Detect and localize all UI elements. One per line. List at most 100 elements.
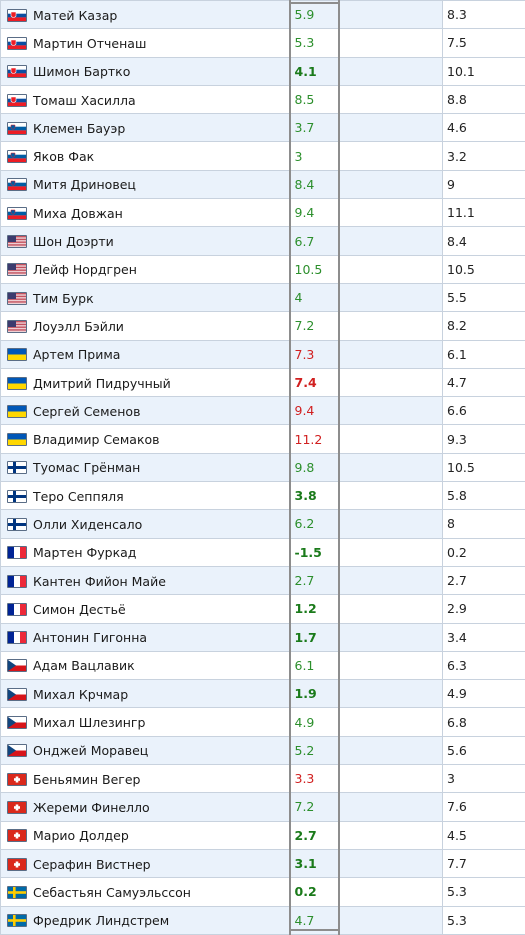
value-text: 7.5 xyxy=(447,35,467,50)
empty-cell xyxy=(339,510,443,538)
table-row: Миха Довжан 9.4 11.1 xyxy=(1,199,525,227)
athlete-name: Антонин Гигонна xyxy=(33,630,147,645)
highlight-value-cell: 7.2 xyxy=(290,312,339,340)
value-cell: 4.9 xyxy=(443,680,525,708)
france-flag-icon xyxy=(7,546,27,559)
sweden-flag-icon xyxy=(7,886,27,899)
athlete-name: Клемен Бауэр xyxy=(33,121,125,136)
table-row: Беньямин Вегер 3.3 3 xyxy=(1,765,525,793)
empty-cell xyxy=(339,765,443,793)
athlete-cell: Адам Вацлавик xyxy=(1,651,290,679)
highlight-value: 8.4 xyxy=(295,177,315,192)
athlete-cell: Антонин Гигонна xyxy=(1,623,290,651)
athlete-name: Мартин Отченаш xyxy=(33,36,146,51)
value-text: 4.9 xyxy=(447,686,467,701)
empty-cell xyxy=(339,623,443,651)
athlete-name: Миха Довжан xyxy=(33,206,123,221)
highlight-value: 3 xyxy=(295,149,303,164)
empty-cell xyxy=(339,906,443,934)
empty-cell xyxy=(339,170,443,198)
athlete-cell: Миха Довжан xyxy=(1,199,290,227)
value-cell: 10.5 xyxy=(443,453,525,481)
athlete-name: Туомас Грёнман xyxy=(33,460,140,475)
empty-cell xyxy=(339,142,443,170)
highlight-value: 7.2 xyxy=(295,318,315,333)
value-text: 4.7 xyxy=(447,375,467,390)
empty-cell xyxy=(339,538,443,566)
highlight-value: 9.8 xyxy=(295,460,315,475)
sweden-flag-icon xyxy=(7,914,27,927)
highlight-value: 10.5 xyxy=(295,262,323,277)
athlete-name: Тим Бурк xyxy=(33,291,94,306)
athlete-name: Беньямин Вегер xyxy=(33,772,140,787)
highlight-value: 7.4 xyxy=(295,375,317,390)
athlete-name: Лоуэлл Бэйли xyxy=(33,319,124,334)
highlight-value-cell: 7.3 xyxy=(290,340,339,368)
value-text: 4.6 xyxy=(447,120,467,135)
athlete-name: Владимир Семаков xyxy=(33,432,160,447)
ukraine-flag-icon xyxy=(7,377,27,390)
highlight-value: 7.2 xyxy=(295,799,315,814)
value-cell: 8.2 xyxy=(443,312,525,340)
highlight-value-cell: 6.2 xyxy=(290,510,339,538)
empty-cell xyxy=(339,595,443,623)
highlight-value-cell: 5.2 xyxy=(290,736,339,764)
slovenia-flag-icon xyxy=(7,207,27,220)
highlight-value-cell: 5.9 xyxy=(290,1,339,29)
athlete-cell: Шимон Бартко xyxy=(1,57,290,85)
athlete-name: Кантен Фийон Майе xyxy=(33,574,166,589)
empty-cell xyxy=(339,680,443,708)
athlete-name: Симон Дестьё xyxy=(33,602,126,617)
highlight-value: 2.7 xyxy=(295,573,315,588)
switzerland-flag-icon xyxy=(7,829,27,842)
value-text: 5.6 xyxy=(447,743,467,758)
value-cell: 8.3 xyxy=(443,1,525,29)
value-text: 3.2 xyxy=(447,149,467,164)
athlete-cell: Томаш Хасилла xyxy=(1,85,290,113)
value-text: 6.1 xyxy=(447,347,467,362)
athlete-cell: Клемен Бауэр xyxy=(1,114,290,142)
highlight-value-cell: 3 xyxy=(290,142,339,170)
value-text: 6.6 xyxy=(447,403,467,418)
finland-flag-icon xyxy=(7,490,27,503)
usa-flag-icon xyxy=(7,292,27,305)
highlight-value: 7.3 xyxy=(295,347,315,362)
highlight-value-cell: 3.3 xyxy=(290,765,339,793)
value-cell: 6.3 xyxy=(443,651,525,679)
highlight-value: 6.7 xyxy=(295,234,315,249)
value-cell: 11.1 xyxy=(443,199,525,227)
athlete-name: Артем Прима xyxy=(33,347,120,362)
highlight-value-cell: 9.4 xyxy=(290,199,339,227)
highlight-value: 9.4 xyxy=(295,403,315,418)
athlete-name: Яков Фак xyxy=(33,149,94,164)
value-cell: 3 xyxy=(443,765,525,793)
empty-cell xyxy=(339,255,443,283)
value-text: 5.3 xyxy=(447,913,467,928)
highlight-value-cell: -1.5 xyxy=(290,538,339,566)
value-cell: 2.7 xyxy=(443,566,525,594)
highlight-value-cell: 6.7 xyxy=(290,227,339,255)
value-cell: 8.8 xyxy=(443,85,525,113)
athlete-cell: Шон Доэрти xyxy=(1,227,290,255)
empty-cell xyxy=(339,425,443,453)
value-cell: 8.4 xyxy=(443,227,525,255)
highlight-column-frame-bottom xyxy=(289,929,338,931)
value-cell: 4.5 xyxy=(443,821,525,849)
highlight-value-cell: 9.8 xyxy=(290,453,339,481)
value-text: 6.3 xyxy=(447,658,467,673)
value-text: 8.3 xyxy=(447,7,467,22)
highlight-value: 0.2 xyxy=(295,884,317,899)
empty-cell xyxy=(339,29,443,57)
highlight-value-cell: 0.2 xyxy=(290,878,339,906)
value-text: 7.6 xyxy=(447,799,467,814)
highlight-value-cell: 4.9 xyxy=(290,708,339,736)
value-text: 3 xyxy=(447,771,455,786)
athlete-cell: Митя Дриновец xyxy=(1,170,290,198)
